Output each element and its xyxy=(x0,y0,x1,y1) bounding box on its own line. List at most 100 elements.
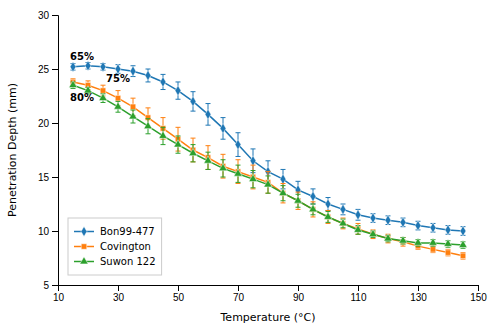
point xyxy=(400,217,406,227)
point xyxy=(264,180,272,187)
point xyxy=(444,239,452,246)
error-bar xyxy=(341,204,346,215)
point xyxy=(145,70,151,80)
point xyxy=(445,225,451,235)
error-bar xyxy=(221,118,226,140)
series-line xyxy=(73,66,463,231)
point xyxy=(234,169,242,176)
point xyxy=(340,204,346,214)
point xyxy=(325,199,331,209)
error-bar xyxy=(236,133,241,157)
point xyxy=(294,196,302,203)
legend-entry: Covington xyxy=(74,241,151,252)
error-bar xyxy=(446,226,451,235)
error-bar xyxy=(131,66,136,77)
y-tick: 5 xyxy=(43,280,58,291)
error-bar xyxy=(431,246,436,252)
point xyxy=(414,238,422,245)
y-tick-label: 5 xyxy=(43,280,49,291)
point xyxy=(339,219,347,226)
y-tick-label: 20 xyxy=(38,118,50,129)
point xyxy=(100,88,105,93)
point xyxy=(429,238,437,245)
point xyxy=(175,86,181,96)
point xyxy=(129,112,137,119)
error-bar xyxy=(461,253,466,259)
x-axis: 1030507090110130150 xyxy=(53,285,487,303)
x-axis-title: Temperature (°C) xyxy=(220,311,316,324)
point xyxy=(310,191,316,201)
legend-box xyxy=(68,218,162,275)
x-tick-mark xyxy=(478,285,479,291)
x-tick-label: 150 xyxy=(470,292,487,303)
series xyxy=(70,61,466,236)
point xyxy=(189,148,197,155)
error-bar xyxy=(146,69,151,82)
legend-label: Suwon 122 xyxy=(100,256,156,267)
legend: Bon99-477 Covington Suwon 122 xyxy=(68,218,162,275)
x-tick: 30 xyxy=(113,285,125,303)
y-tick: 30 xyxy=(38,10,58,21)
point xyxy=(174,140,182,147)
point xyxy=(114,102,122,109)
x-tick: 90 xyxy=(293,285,305,303)
legend-label: Bon99-477 xyxy=(100,226,155,237)
series-line xyxy=(73,82,463,256)
point xyxy=(459,240,467,247)
y-tick-label: 25 xyxy=(38,64,50,75)
y-tick-mark xyxy=(52,231,58,232)
error-bar xyxy=(356,209,361,220)
point xyxy=(160,77,166,87)
marks xyxy=(69,61,467,259)
y-tick-label: 10 xyxy=(38,226,50,237)
chart: 103050709011013015051015202530Temperatur… xyxy=(0,0,500,331)
y-axis-title: Penetration Depth (mm) xyxy=(6,83,19,217)
y-axis: 51015202530 xyxy=(38,10,59,291)
x-tick: 50 xyxy=(173,285,185,303)
point xyxy=(159,131,167,138)
error-bar xyxy=(446,249,451,255)
x-tick-label: 70 xyxy=(233,292,245,303)
error-bar xyxy=(176,82,181,99)
plot: 103050709011013015051015202530Temperatur… xyxy=(6,10,487,324)
y-tick-mark xyxy=(52,285,58,286)
point xyxy=(235,140,241,150)
y-tick-mark xyxy=(52,123,58,124)
x-axis-line xyxy=(59,286,479,292)
error-bar xyxy=(416,221,421,230)
legend-entry: Suwon 122 xyxy=(74,256,156,267)
error-bar xyxy=(191,92,196,111)
point xyxy=(220,123,226,133)
point xyxy=(190,96,196,106)
annotation: 75% xyxy=(106,73,130,84)
point xyxy=(370,213,376,223)
point xyxy=(355,210,361,220)
point xyxy=(324,212,332,219)
point xyxy=(100,62,106,72)
y-tick: 20 xyxy=(38,118,58,129)
point xyxy=(369,229,377,236)
point xyxy=(70,62,76,72)
point xyxy=(445,250,450,255)
y-axis-line xyxy=(52,16,59,286)
point xyxy=(279,188,287,195)
point xyxy=(354,225,362,232)
x-tick: 130 xyxy=(410,285,427,303)
legend-symbol xyxy=(81,226,87,236)
annotation: 65% xyxy=(70,51,94,62)
point xyxy=(249,174,257,181)
point xyxy=(309,205,317,212)
x-tick: 10 xyxy=(53,285,65,303)
point xyxy=(99,93,107,100)
legend-symbol xyxy=(81,244,86,249)
x-tick-mark xyxy=(418,285,419,291)
error-bar xyxy=(326,198,331,211)
legend-symbol xyxy=(80,257,88,264)
x-tick: 70 xyxy=(233,285,245,303)
x-tick-label: 30 xyxy=(113,292,125,303)
point xyxy=(399,236,407,243)
x-tick-label: 130 xyxy=(410,292,427,303)
point xyxy=(460,253,465,258)
point xyxy=(430,247,435,252)
x-tick-label: 10 xyxy=(53,292,65,303)
